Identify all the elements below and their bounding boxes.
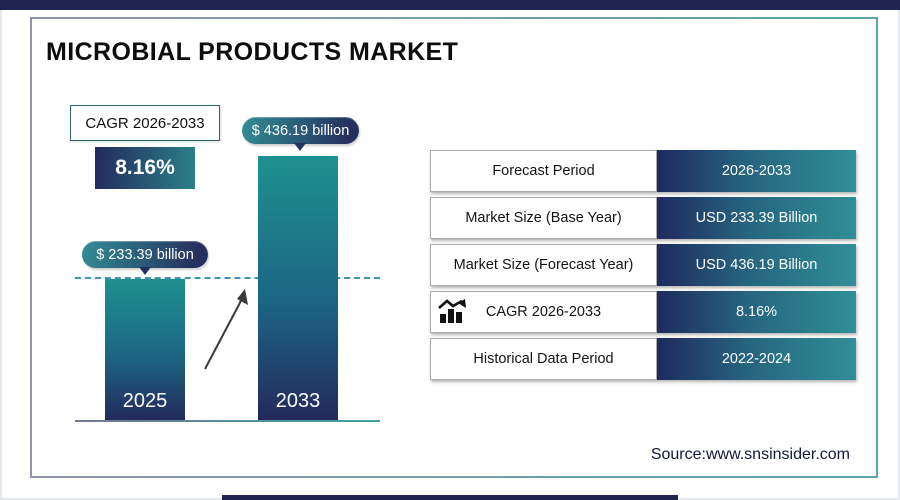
bottom-accent-bar (222, 495, 678, 500)
row-value: 8.16% (657, 291, 856, 333)
chart-baseline (75, 420, 380, 422)
row-value: USD 233.39 Billion (657, 197, 856, 239)
callout-pointer-2025 (139, 267, 151, 275)
row-value: 2022-2024 (657, 338, 856, 380)
dashed-guideline (75, 277, 380, 279)
table-row: Market Size (Forecast Year) USD 436.19 B… (430, 244, 856, 286)
value-callout-2033: $ 436.19 billion (242, 117, 359, 144)
row-label: Forecast Period (430, 150, 657, 192)
top-accent-bar (0, 0, 900, 10)
source-link[interactable]: Source:www.snsinsider.com (650, 446, 850, 463)
growth-arrow-icon (204, 289, 248, 370)
cagr-period-box: CAGR 2026-2033 (70, 105, 220, 141)
cagr-value-badge: 8.16% (95, 147, 195, 189)
bar-2025: 2025 (105, 279, 185, 420)
table-row: Forecast Period 2026-2033 (430, 150, 856, 192)
row-label: Market Size (Forecast Year) (430, 244, 657, 286)
bar-2033: 2033 (258, 156, 338, 420)
table-row: Market Size (Base Year) USD 233.39 Billi… (430, 197, 856, 239)
table-row: CAGR 2026-2033 8.16% (430, 291, 856, 333)
bar-label-2033: 2033 (275, 390, 321, 412)
table-row: Historical Data Period 2022-2024 (430, 338, 856, 380)
row-label: CAGR 2026-2033 (430, 291, 657, 333)
bar-label-2025: 2025 (122, 390, 168, 412)
row-value: USD 436.19 Billion (657, 244, 856, 286)
stats-table: Forecast Period 2026-2033 Market Size (B… (430, 150, 856, 385)
bar-chart: CAGR 2026-2033 8.16% $ 436.19 billion $ … (60, 100, 405, 422)
callout-pointer-2033 (294, 143, 306, 151)
row-value: 2026-2033 (657, 150, 856, 192)
row-label: Historical Data Period (430, 338, 657, 380)
page-title: MICROBIAL PRODUCTS MARKET (46, 38, 459, 66)
row-label: Market Size (Base Year) (430, 197, 657, 239)
growth-chart-icon (438, 299, 466, 323)
value-callout-2025: $ 233.39 billion (82, 241, 208, 268)
